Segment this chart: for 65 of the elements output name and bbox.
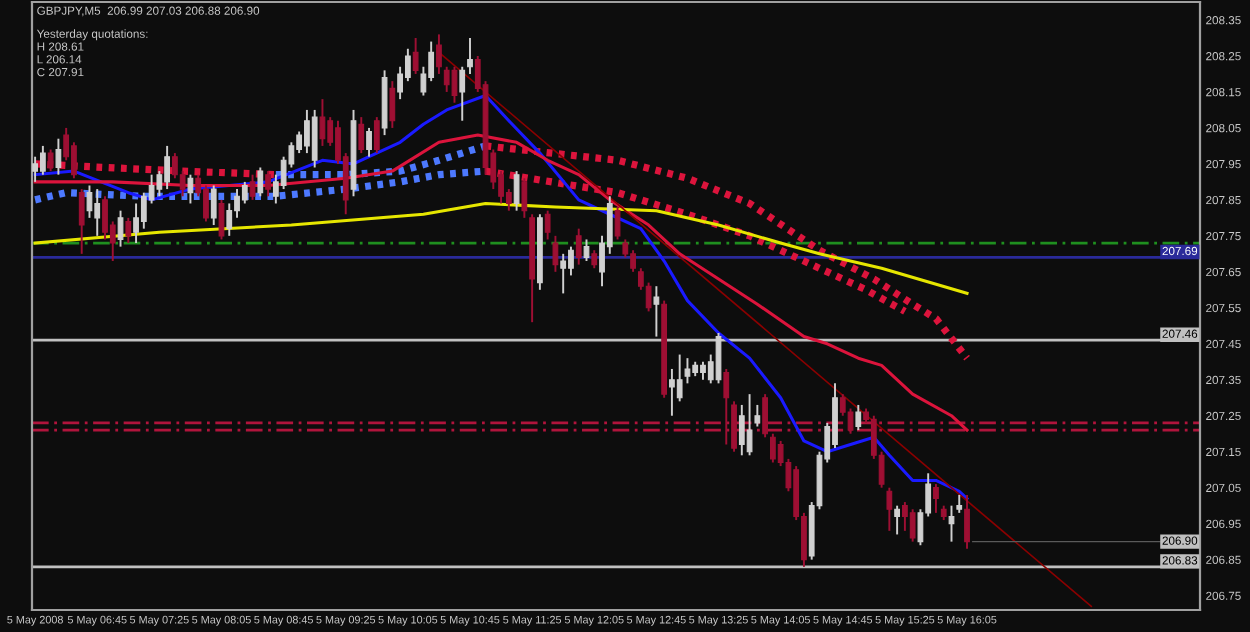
candlestick <box>560 252 567 295</box>
candlestick <box>669 367 675 417</box>
candlestick <box>187 173 194 205</box>
candlestick <box>762 393 768 439</box>
candlestick <box>769 432 776 464</box>
candlestick <box>47 148 54 173</box>
candlestick <box>265 170 271 198</box>
candlestick <box>389 80 396 129</box>
candlestick <box>544 209 551 241</box>
candlestick <box>32 155 38 183</box>
candlestick <box>86 184 93 219</box>
candlestick <box>614 206 621 241</box>
candlestick <box>451 65 458 104</box>
candlestick <box>125 216 132 245</box>
candlestick <box>443 65 450 93</box>
candlestick <box>366 126 372 158</box>
line-series <box>33 133 969 432</box>
candlestick <box>358 116 365 155</box>
candlestick <box>467 37 473 75</box>
candlestick <box>311 108 318 169</box>
candlestick <box>249 173 256 201</box>
candlestick <box>894 504 901 536</box>
candlestick <box>373 116 380 155</box>
candlestick <box>738 403 745 457</box>
candlestick <box>304 108 310 155</box>
candlestick <box>436 33 442 75</box>
candlestick <box>902 501 908 532</box>
candlestick <box>583 238 590 262</box>
candlestick <box>855 403 862 432</box>
candlestick <box>933 483 939 514</box>
candlestick <box>568 245 574 277</box>
candlestick <box>630 249 636 273</box>
candlestick <box>521 177 528 219</box>
candlestick <box>412 37 419 75</box>
candlestick <box>117 209 124 248</box>
candlestick <box>102 195 108 241</box>
candlestick <box>78 188 85 255</box>
candlestick <box>140 191 147 230</box>
candlestick <box>886 486 893 532</box>
candlestick <box>552 234 559 273</box>
candlestick <box>164 144 171 191</box>
candlestick <box>653 285 660 338</box>
candlestick <box>319 98 326 147</box>
candlestick <box>575 227 582 266</box>
candlestick <box>513 170 520 212</box>
candlestick <box>210 184 217 227</box>
candlestick <box>203 184 209 223</box>
candlestick <box>55 137 62 176</box>
candlestick <box>94 188 101 237</box>
candlestick <box>676 353 683 403</box>
candlestick <box>241 180 248 205</box>
candlestick <box>257 166 264 198</box>
line-series <box>33 201 969 295</box>
candlestick <box>723 367 730 446</box>
candlestick <box>746 393 753 457</box>
candlestick <box>39 144 46 176</box>
candlestick <box>226 202 233 237</box>
candlestick <box>133 202 139 245</box>
candlestick <box>71 141 77 180</box>
candlestick <box>731 400 737 453</box>
candlestick <box>459 65 466 122</box>
line-series <box>481 167 909 316</box>
candlestick <box>964 493 970 550</box>
line-series <box>33 94 969 500</box>
candlestick <box>909 508 916 543</box>
